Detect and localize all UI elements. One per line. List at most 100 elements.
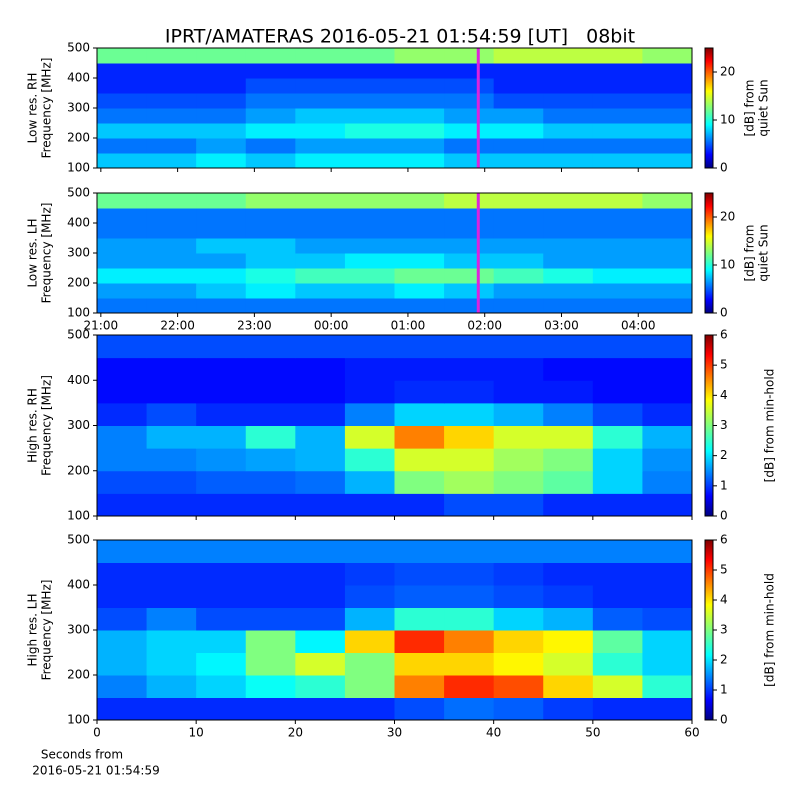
heatmap-cell <box>543 607 594 631</box>
heatmap-cell <box>344 607 395 631</box>
heatmap-cell <box>344 380 395 404</box>
heatmap-cell <box>295 223 346 239</box>
heatmap-cell <box>245 123 296 139</box>
heatmap-cell <box>245 108 296 124</box>
colorbar-tick-label: 0 <box>720 161 728 175</box>
heatmap-cell <box>592 153 643 169</box>
heatmap-cell <box>196 48 247 64</box>
colorbar-label: quiet Sun <box>757 79 771 136</box>
heatmap-cell <box>295 448 346 472</box>
heatmap-cell <box>543 48 594 64</box>
x-tick-label: 23:00 <box>237 319 272 333</box>
x-tick-label: 20 <box>288 726 303 740</box>
heatmap-cell <box>444 268 495 284</box>
heatmap-cell <box>642 153 693 169</box>
heatmap-cell <box>444 78 495 94</box>
heatmap-cell <box>196 238 247 254</box>
heatmap-cell <box>642 298 693 314</box>
heatmap-cell <box>444 493 495 517</box>
heatmap-cell <box>344 675 395 698</box>
heatmap-cell <box>245 697 296 721</box>
heatmap-cell <box>295 283 346 299</box>
heatmap-cell <box>196 562 247 586</box>
heatmap-cell <box>493 298 544 314</box>
heatmap-cell <box>592 93 643 109</box>
heatmap-cell <box>444 335 495 359</box>
heatmap-cell <box>97 607 148 631</box>
heatmap-cell <box>642 585 693 608</box>
heatmap-cell <box>394 253 445 269</box>
x-tick-label: 30 <box>387 726 402 740</box>
heatmap-cell <box>146 493 197 517</box>
heatmap-cell <box>295 540 346 563</box>
heatmap-cell <box>196 448 247 472</box>
heatmap-cell <box>196 652 247 676</box>
heatmap-cell <box>97 425 148 449</box>
heatmap-cell <box>592 357 643 381</box>
heatmap-cell <box>394 357 445 381</box>
heatmap-cell <box>97 238 148 254</box>
heatmap-cell <box>394 238 445 254</box>
heatmap-cell <box>295 78 346 94</box>
heatmap-cell <box>146 123 197 139</box>
heatmap-cell <box>444 380 495 404</box>
heatmap-cell <box>196 630 247 653</box>
heatmap-cell <box>245 675 296 698</box>
heatmap-cell <box>97 48 148 64</box>
heatmap-cell <box>196 675 247 698</box>
colorbar-label: quiet Sun <box>757 224 771 281</box>
heatmap-cell <box>592 238 643 254</box>
heatmap-cell <box>295 153 346 169</box>
heatmap-cell <box>146 540 197 563</box>
heatmap-cell <box>592 470 643 494</box>
heatmap-cell <box>592 652 643 676</box>
heatmap-cell <box>592 335 643 359</box>
heatmap-cell <box>146 153 197 169</box>
x-tick-label: 10 <box>189 726 204 740</box>
colorbar-tick-label: 5 <box>720 358 728 372</box>
heatmap-cell <box>543 193 594 209</box>
heatmap-cell <box>295 108 346 124</box>
heatmap-cell <box>394 585 445 608</box>
colorbar-tick-label: 6 <box>720 533 728 547</box>
heatmap-cell <box>245 268 296 284</box>
heatmap-cell <box>196 78 247 94</box>
heatmap-cell <box>642 425 693 449</box>
heatmap-cell <box>344 697 395 721</box>
heatmap-cell <box>196 357 247 381</box>
heatmap-cell <box>444 357 495 381</box>
heatmap-cell <box>592 380 643 404</box>
colorbar-label: [dB] from min-hold <box>763 369 777 483</box>
heatmap-cell <box>146 630 197 653</box>
heatmap-cell <box>196 585 247 608</box>
heatmap-cell <box>592 585 643 608</box>
heatmap-cell <box>642 402 693 426</box>
heatmap-cell <box>444 448 495 472</box>
x-tick-label: 0 <box>93 726 101 740</box>
heatmap-cell <box>97 493 148 517</box>
heatmap-cell <box>394 63 445 79</box>
colorbar-tick-label: 10 <box>720 113 735 127</box>
heatmap-cell <box>493 108 544 124</box>
heatmap-cell <box>394 78 445 94</box>
colorbar-tick-label: 0 <box>720 509 728 523</box>
colorbar <box>704 192 714 314</box>
heatmap-cell <box>344 63 395 79</box>
heatmap-cell <box>245 253 296 269</box>
heatmap-cell <box>146 63 197 79</box>
heatmap-cell <box>97 208 148 224</box>
cursor-line <box>476 193 480 313</box>
heatmap-cell <box>444 470 495 494</box>
heatmap-cell <box>642 493 693 517</box>
heatmap-cell <box>642 562 693 586</box>
heatmap-cell <box>444 93 495 109</box>
heatmap-cell <box>592 562 643 586</box>
y-tick-label: 300 <box>67 246 90 260</box>
heatmap-cell <box>394 268 445 284</box>
y-axis-label: High res. LH <box>26 593 40 666</box>
heatmap-cell <box>642 335 693 359</box>
heatmap-cell <box>394 93 445 109</box>
heatmap-cell <box>146 675 197 698</box>
colorbar-tick-label: 3 <box>720 623 728 637</box>
heatmap-cell <box>344 123 395 139</box>
